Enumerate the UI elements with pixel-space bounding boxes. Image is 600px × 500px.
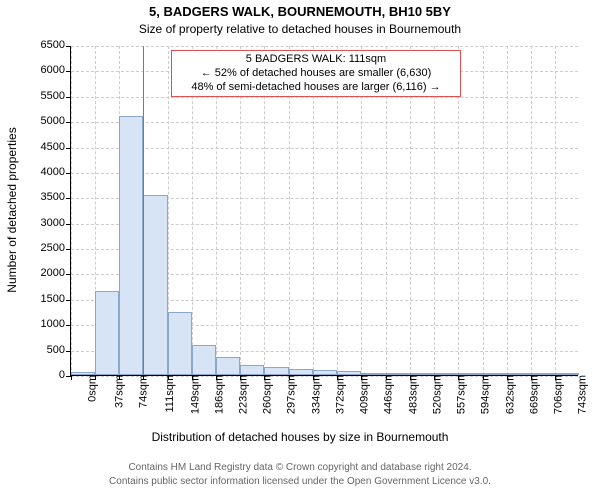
histogram-bar	[507, 373, 531, 375]
x-tick-mark	[119, 375, 120, 380]
x-tick-mark	[216, 375, 217, 380]
histogram-bar	[216, 357, 240, 375]
y-axis-label: Number of detached properties	[5, 45, 19, 375]
attribution-line2: Contains public sector information licen…	[0, 476, 600, 487]
histogram-bar	[361, 373, 385, 375]
x-tick-label: 223sqm	[236, 375, 250, 414]
x-tick-label: 483sqm	[405, 375, 419, 414]
gridline-v	[531, 46, 532, 375]
histogram-bar	[143, 195, 168, 375]
x-tick-mark	[337, 375, 338, 380]
gridline-v	[71, 46, 72, 375]
x-tick-mark	[240, 375, 241, 380]
x-tick-label: 260sqm	[260, 375, 274, 414]
x-tick-mark	[313, 375, 314, 380]
x-tick-label: 334sqm	[308, 375, 322, 414]
histogram-bar	[531, 373, 555, 375]
histogram-bar	[337, 371, 361, 375]
x-tick-mark	[192, 375, 193, 380]
x-axis-label: Distribution of detached houses by size …	[0, 430, 600, 444]
x-tick-label: 0sqm	[84, 375, 98, 402]
annotation-line3: 48% of semi-detached houses are larger (…	[178, 81, 454, 95]
x-tick-label: 669sqm	[526, 375, 540, 414]
x-tick-label: 446sqm	[381, 375, 395, 414]
x-tick-mark	[434, 375, 435, 380]
x-tick-mark	[71, 375, 72, 380]
gridline-h	[71, 173, 578, 174]
attribution-line1: Contains HM Land Registry data © Crown c…	[0, 462, 600, 473]
x-tick-label: 149sqm	[188, 375, 202, 414]
marker-line	[143, 46, 144, 375]
histogram-bar	[264, 367, 288, 375]
chart-container: 5, BADGERS WALK, BOURNEMOUTH, BH10 5BY S…	[0, 0, 600, 500]
x-tick-mark	[361, 375, 362, 380]
histogram-bar	[434, 373, 458, 375]
x-tick-mark	[264, 375, 265, 380]
annotation-box: 5 BADGERS WALK: 111sqm← 52% of detached …	[171, 50, 461, 97]
gridline-h	[71, 46, 578, 47]
x-tick-label: 111sqm	[162, 375, 176, 413]
x-tick-mark	[143, 375, 144, 380]
x-tick-label: 186sqm	[212, 375, 226, 414]
x-tick-mark	[458, 375, 459, 380]
x-tick-mark	[386, 375, 387, 380]
x-tick-label: 297sqm	[284, 375, 298, 414]
x-tick-mark	[168, 375, 169, 380]
gridline-v	[555, 46, 556, 375]
histogram-bar	[386, 373, 410, 375]
x-tick-mark	[507, 375, 508, 380]
gridline-h	[71, 148, 578, 149]
histogram-bar	[483, 373, 507, 375]
chart-subtitle: Size of property relative to detached ho…	[0, 22, 600, 36]
x-tick-label: 594sqm	[477, 375, 491, 414]
annotation-line2: ← 52% of detached houses are smaller (6,…	[178, 67, 454, 81]
gridline-v	[483, 46, 484, 375]
histogram-bar	[289, 369, 314, 375]
histogram-bar	[71, 372, 95, 375]
x-tick-label: 409sqm	[357, 375, 371, 414]
y-tick-label: 0	[59, 369, 71, 381]
histogram-bar	[95, 291, 119, 375]
histogram-bar	[410, 373, 434, 375]
y-tick-label: 6500	[41, 39, 71, 51]
annotation-line1: 5 BADGERS WALK: 111sqm	[178, 53, 454, 67]
x-tick-mark	[483, 375, 484, 380]
gridline-h	[71, 122, 578, 123]
histogram-bar	[458, 373, 483, 375]
histogram-bar	[240, 365, 264, 375]
histogram-bar	[555, 373, 579, 375]
x-tick-mark	[410, 375, 411, 380]
x-tick-label: 743sqm	[574, 375, 588, 414]
x-tick-mark	[531, 375, 532, 380]
x-tick-mark	[95, 375, 96, 380]
x-tick-mark	[289, 375, 290, 380]
chart-title: 5, BADGERS WALK, BOURNEMOUTH, BH10 5BY	[0, 4, 600, 19]
x-tick-label: 557sqm	[453, 375, 467, 414]
x-tick-label: 632sqm	[502, 375, 516, 414]
gridline-v	[507, 46, 508, 375]
histogram-bar	[192, 345, 216, 375]
x-tick-label: 372sqm	[333, 375, 347, 414]
plot-area: 0500100015002000250030003500400045005000…	[70, 46, 578, 376]
histogram-bar	[313, 370, 337, 375]
histogram-bar	[168, 312, 192, 375]
x-tick-mark	[555, 375, 556, 380]
x-tick-label: 706sqm	[550, 375, 564, 414]
x-tick-label: 520sqm	[429, 375, 443, 414]
histogram-bar	[119, 116, 143, 375]
